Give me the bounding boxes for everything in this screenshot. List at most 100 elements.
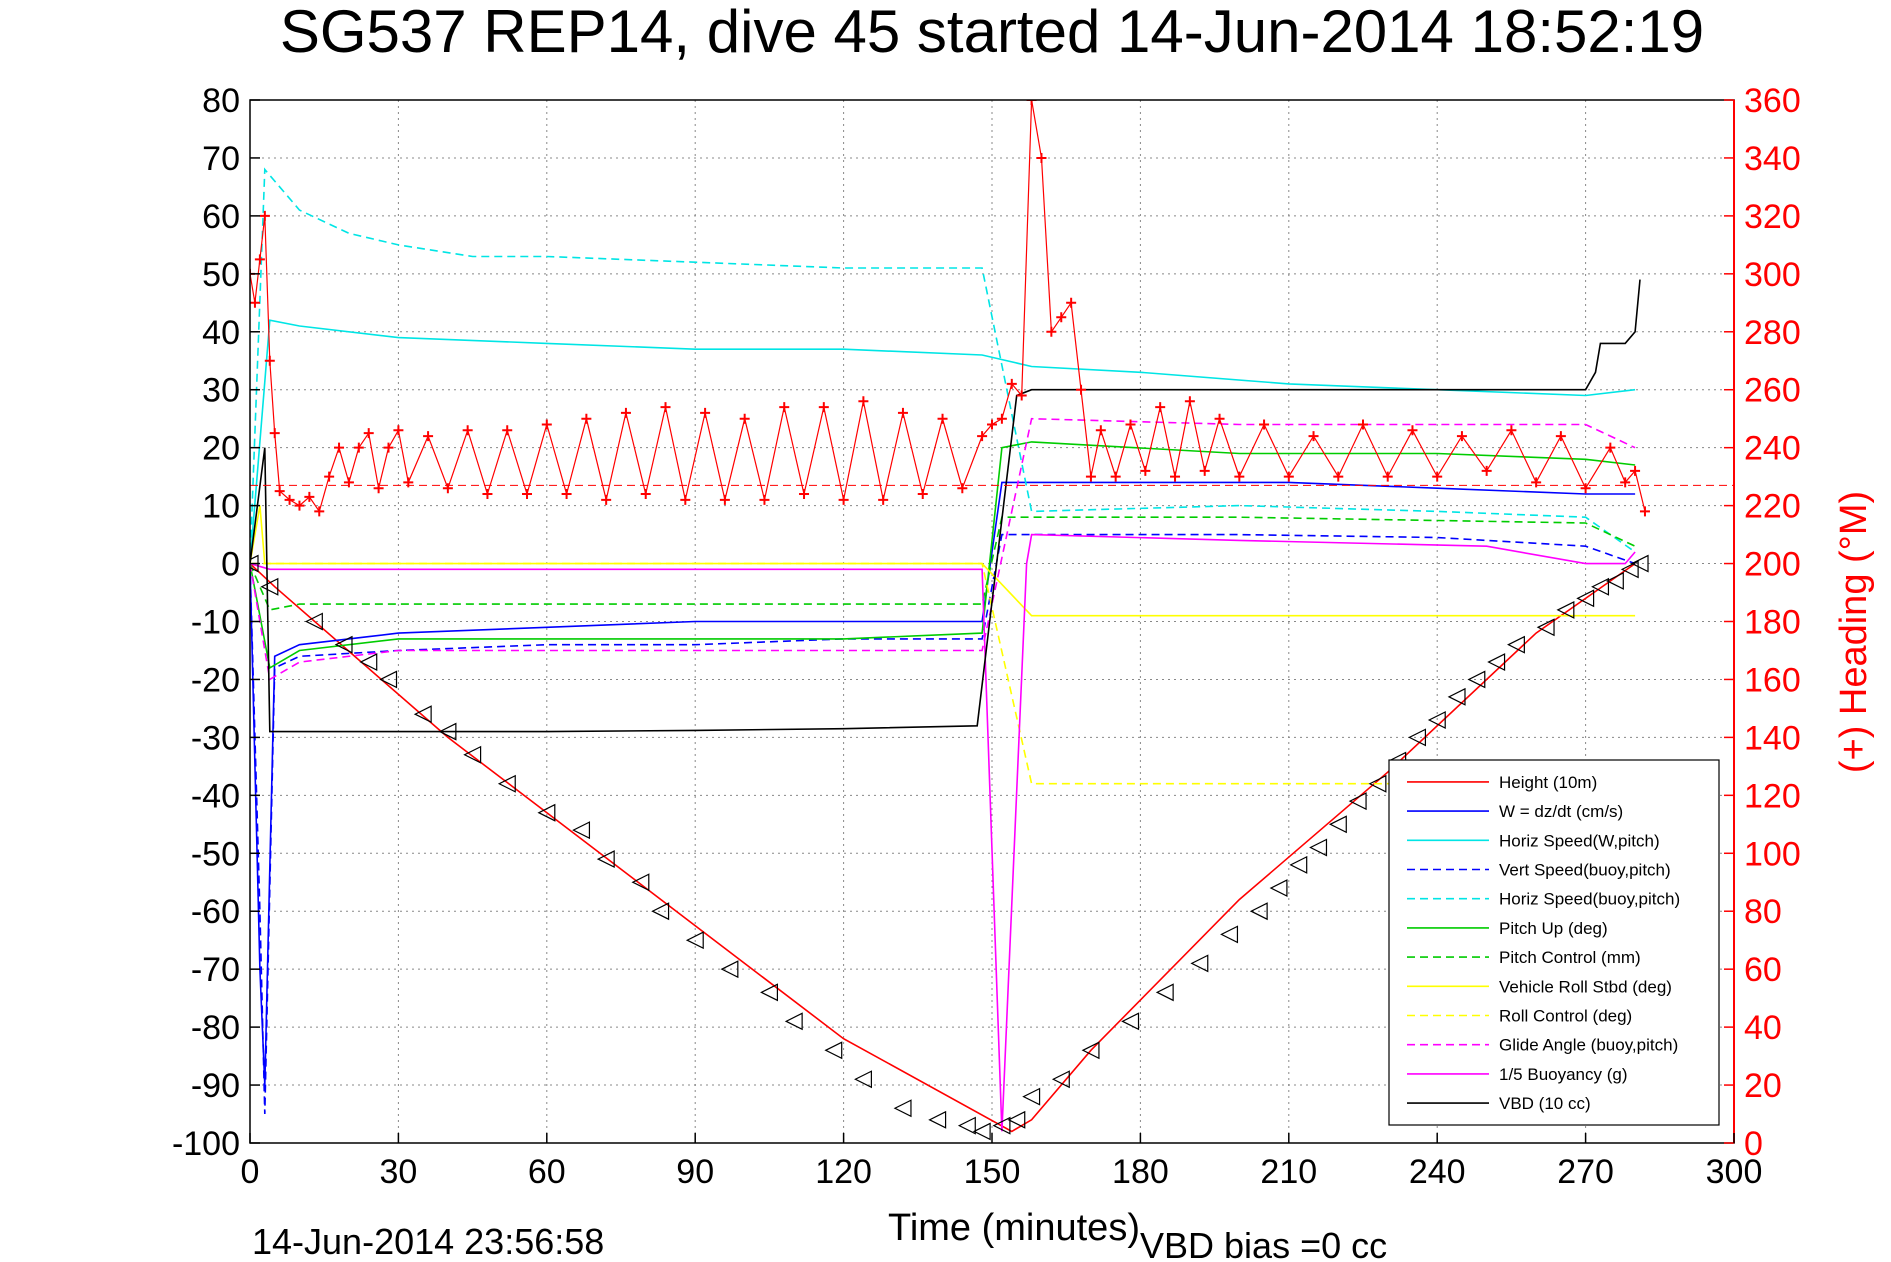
- depth-marker: [1121, 1012, 1140, 1031]
- y2-tick-label: 120: [1744, 777, 1801, 815]
- heading-point: [250, 297, 260, 308]
- depth-marker: [992, 1116, 1011, 1135]
- heading-point: [977, 431, 988, 442]
- heading-point: [1605, 442, 1616, 453]
- depth-marker: [685, 931, 704, 950]
- depth-marker: [631, 873, 650, 892]
- heading-point: [403, 477, 414, 488]
- depth-marker: [1249, 902, 1268, 921]
- depth-marker: [1427, 711, 1446, 729]
- depth-marker: [1447, 687, 1466, 706]
- heading-point: [739, 413, 750, 424]
- depth-marker: [304, 612, 323, 631]
- depth-marker: [1220, 925, 1239, 944]
- series-layer: [250, 167, 1641, 1133]
- y2-tick-label: 140: [1744, 719, 1801, 757]
- y2-tick-label: 260: [1744, 372, 1801, 410]
- heading-point: [640, 489, 651, 500]
- heading-point: [1170, 471, 1181, 482]
- heading-point: [324, 471, 335, 482]
- series-line-vbd-10-cc: [250, 279, 1641, 733]
- heading-point: [1555, 431, 1566, 442]
- x-tick-label: 150: [964, 1153, 1021, 1191]
- x-tick-label: 30: [379, 1153, 417, 1191]
- heading-point: [858, 396, 869, 407]
- y-tick-label: -30: [191, 719, 240, 757]
- heading-point: [1006, 378, 1017, 389]
- y-tick-label: -10: [191, 604, 240, 642]
- series-line-roll-control-deg: [250, 562, 1636, 785]
- heading-point: [1234, 471, 1245, 482]
- y2-tick-label: 300: [1744, 256, 1801, 294]
- heading-point: [1076, 384, 1087, 395]
- heading-point: [878, 494, 889, 505]
- x-tick-label: 0: [241, 1153, 260, 1191]
- heading-point: [393, 425, 404, 436]
- heading-point: [1155, 402, 1166, 413]
- heading-point: [502, 425, 513, 436]
- depth-marker: [928, 1110, 947, 1129]
- y2-tick-label: 160: [1744, 661, 1801, 699]
- heading-point: [1259, 419, 1270, 430]
- heading-point: [1184, 396, 1195, 407]
- heading-point: [1036, 152, 1047, 163]
- depth-marker: [1368, 774, 1387, 793]
- y-tick-label: -100: [172, 1125, 240, 1163]
- series-line-horiz-speed-w-pitch: [250, 319, 1636, 564]
- heading-point: [799, 489, 810, 500]
- heading-point: [423, 431, 434, 442]
- heading-point: [1110, 471, 1121, 482]
- depth-marker: [854, 1070, 872, 1089]
- heading-point: [1407, 425, 1418, 436]
- legend-label-glide-angle-buoy-pitch: Glide Angle (buoy,pitch): [1499, 1036, 1678, 1055]
- y2-tick-label: 360: [1744, 82, 1801, 120]
- heading-point: [987, 419, 997, 430]
- y2-tick-label: 60: [1744, 951, 1782, 989]
- heading-point: [1308, 431, 1319, 442]
- y-tick-label: 60: [202, 198, 240, 236]
- heading-point: [314, 506, 325, 517]
- heading-point: [1358, 419, 1368, 430]
- heading-point: [383, 442, 394, 453]
- y2-tick-label: 0: [1744, 1125, 1763, 1163]
- depth-marker: [1289, 855, 1308, 874]
- depth-marker: [1022, 1087, 1041, 1106]
- depth-marker: [413, 705, 432, 724]
- legend-label-1-5-buoyancy-g: 1/5 Buoyancy (g): [1499, 1065, 1628, 1084]
- heading-point: [1140, 465, 1151, 476]
- heading-point: [1056, 312, 1067, 323]
- y-tick-label: -50: [191, 835, 240, 873]
- y2-tick-label: 20: [1744, 1067, 1782, 1105]
- y-tick-label: 0: [221, 546, 240, 584]
- legend-label-height-10m: Height (10m): [1499, 773, 1597, 792]
- y-tick-label: 50: [202, 256, 240, 294]
- heading-point: [1125, 419, 1136, 430]
- y2-tick-label: 220: [1744, 488, 1801, 526]
- depth-marker: [1536, 618, 1555, 637]
- depth-marker: [1007, 1110, 1026, 1129]
- heading-point: [897, 407, 908, 418]
- legend: Height (10m) W = dz/dt (cm/s) Horiz Speed(…: [1388, 759, 1720, 1126]
- legend-label-w-dz-dt-cm-s: W = dz/dt (cm/s): [1499, 802, 1623, 821]
- heading-point: [304, 491, 315, 502]
- heading-point: [1085, 471, 1096, 482]
- heading-point: [620, 407, 631, 418]
- y2-tick-label: 180: [1744, 604, 1801, 642]
- depth-marker: [760, 983, 778, 1002]
- heading-line: [250, 100, 1646, 513]
- right-axis-label: (+) Heading (°M): [1833, 491, 1875, 773]
- y-tick-label: -40: [191, 777, 240, 815]
- x-tick-label: 180: [1112, 1153, 1169, 1191]
- heading-point: [700, 407, 711, 418]
- heading-point: [254, 254, 265, 265]
- depth-marker: [537, 803, 556, 822]
- depth-marker: [893, 1099, 912, 1118]
- y-tick-label: 20: [202, 430, 240, 468]
- heading-point: [1214, 413, 1225, 424]
- heading-point: [937, 413, 948, 424]
- depth-marker: [1051, 1070, 1070, 1089]
- heading-layer: [250, 100, 1734, 517]
- depth-marker: [651, 902, 670, 921]
- depth-marker: [1269, 879, 1288, 898]
